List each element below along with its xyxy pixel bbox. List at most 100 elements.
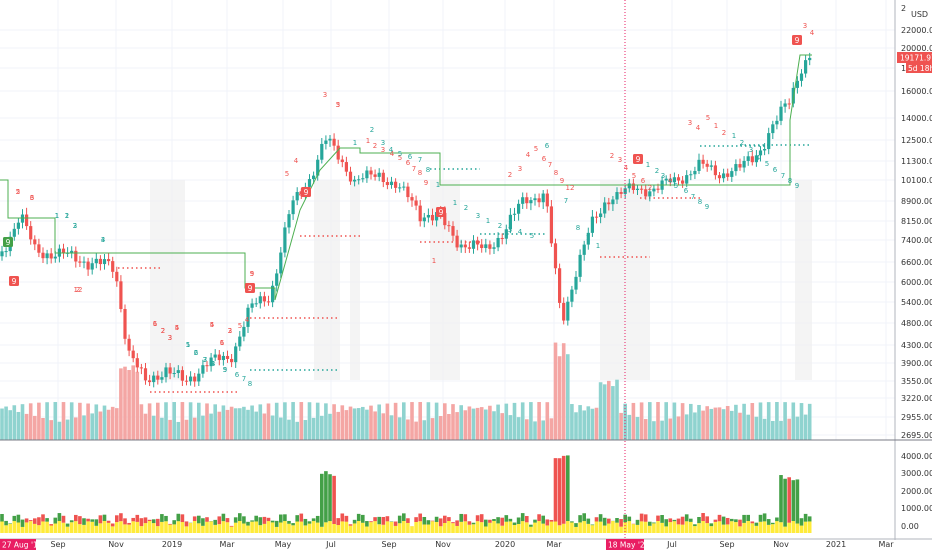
candle-body-58 — [238, 336, 242, 347]
candle-body-54 — [221, 355, 225, 361]
sub-bar-cap-53 — [217, 516, 222, 525]
sub-bar-cap-19 — [78, 516, 82, 525]
sub-bar-base-146 — [598, 521, 603, 533]
candle-body-111 — [455, 235, 459, 248]
volume-bar-123 — [504, 403, 509, 440]
candle-body-117 — [480, 244, 484, 249]
sub-bar-cap-157 — [643, 514, 648, 522]
sub-bar-base-123 — [504, 521, 509, 533]
sub-bar-cap-172 — [705, 516, 709, 524]
volume-bar-68 — [279, 417, 283, 440]
volume-bar-35 — [143, 413, 148, 440]
td-count-red-12: 3 — [228, 327, 232, 335]
shade-zone-2 — [350, 180, 360, 380]
volume-bar-114 — [467, 406, 472, 440]
volume-bar-135 — [553, 342, 558, 440]
sub-bar-cap-135 — [553, 458, 558, 522]
candle-body-10 — [41, 252, 45, 259]
candle-body-187 — [767, 133, 771, 150]
sub-bar-base-112 — [459, 521, 463, 533]
candle-body-146 — [599, 213, 603, 218]
candle-body-35 — [143, 368, 148, 381]
candle-body-8 — [33, 239, 37, 245]
sub-bar-base-6 — [24, 522, 29, 533]
volume-bar-157 — [643, 419, 648, 440]
sub-bar-base-196 — [803, 521, 808, 533]
sub-bar-base-18 — [74, 521, 78, 533]
volume-bar-74 — [303, 420, 308, 440]
volume-bar-99 — [406, 419, 410, 440]
candle-body-50 — [205, 365, 209, 367]
volume-bar-119 — [488, 405, 492, 440]
candle-body-86 — [353, 179, 357, 182]
td-count-red-37: 2 — [610, 152, 614, 160]
candle-body-191 — [783, 103, 787, 107]
sub-bar-cap-89 — [365, 521, 369, 527]
volume-bar-170 — [697, 404, 701, 440]
sub-bar-cap-50 — [205, 517, 209, 522]
volume-bar-160 — [656, 402, 660, 440]
td-count-green-7: 4 — [211, 360, 216, 368]
setup-marker-box-0 — [3, 237, 13, 247]
volume-bar-47 — [192, 417, 197, 440]
volume-bar-175 — [717, 407, 722, 440]
sub-bar-base-120 — [492, 521, 496, 533]
sub-bar-base-155 — [635, 524, 640, 533]
candle-body-6 — [25, 214, 29, 227]
candle-body-69 — [283, 227, 287, 253]
sub-bar-cap-79 — [324, 471, 328, 523]
volume-bar-18 — [74, 417, 78, 440]
candle-body-180 — [738, 164, 742, 168]
volume-bar-91 — [373, 411, 377, 440]
candlesticks[interactable] — [0, 52, 812, 388]
volume-bar-115 — [471, 408, 476, 440]
td-count-red-45: 5 — [706, 114, 710, 122]
sub-bar-base-86 — [352, 523, 357, 533]
sub-bar-cap-121 — [496, 517, 500, 524]
volume-bar-11 — [45, 402, 49, 440]
sub-bar-cap-14 — [57, 513, 62, 522]
volume-bar-150 — [615, 379, 619, 440]
sub-bar-cap-130 — [533, 519, 537, 523]
volume-bar-138 — [566, 354, 570, 440]
candle-body-61 — [250, 303, 254, 308]
sub-bar-cap-137 — [561, 455, 566, 524]
candle-body-80 — [328, 138, 332, 141]
volume-bar-125 — [512, 402, 517, 440]
setup-markers: 9 9 9 9 9 9 9 — [3, 35, 802, 293]
time-tick-11: Sep — [719, 540, 734, 549]
candle-body-166 — [681, 180, 685, 184]
candle-body-70 — [287, 214, 291, 228]
sub-bar-cap-101 — [414, 517, 418, 522]
candle-body-98 — [402, 186, 406, 188]
candle-body-94 — [385, 182, 389, 186]
sub-bar-base-127 — [520, 521, 525, 533]
last-price-label: 19171.97 — [900, 54, 932, 63]
candle-body-34 — [139, 367, 143, 369]
td-count-green-39: 6 — [684, 187, 689, 195]
candle-body-18 — [74, 250, 78, 262]
sub-bar-base-177 — [725, 524, 730, 533]
sub-bar-cap-74 — [303, 518, 308, 526]
candle-body-63 — [258, 296, 262, 304]
volume-bar-43 — [176, 421, 181, 440]
td-count-green-57: 6 — [194, 349, 199, 357]
sub-bar-base-1 — [4, 525, 8, 533]
td-count-green-14: 3 — [381, 139, 385, 147]
volume-bar-105 — [430, 418, 435, 440]
volume-bar-165 — [676, 416, 681, 440]
sub-bar-cap-123 — [504, 515, 509, 522]
candle-body-30 — [123, 309, 127, 339]
price-tick-10: 7400.00 — [901, 236, 932, 245]
sub-bar-cap-43 — [176, 513, 181, 522]
volume-bar-22 — [90, 413, 94, 440]
sub-bar-base-25 — [102, 521, 107, 533]
volume-bar-149 — [611, 386, 615, 440]
volume-bar-167 — [684, 414, 689, 440]
volume-bar-144 — [590, 408, 595, 440]
volume-bar-9 — [37, 402, 41, 440]
candle-body-23 — [94, 258, 98, 264]
volume-bar-19 — [78, 402, 82, 440]
volume-bar-89 — [365, 409, 369, 440]
